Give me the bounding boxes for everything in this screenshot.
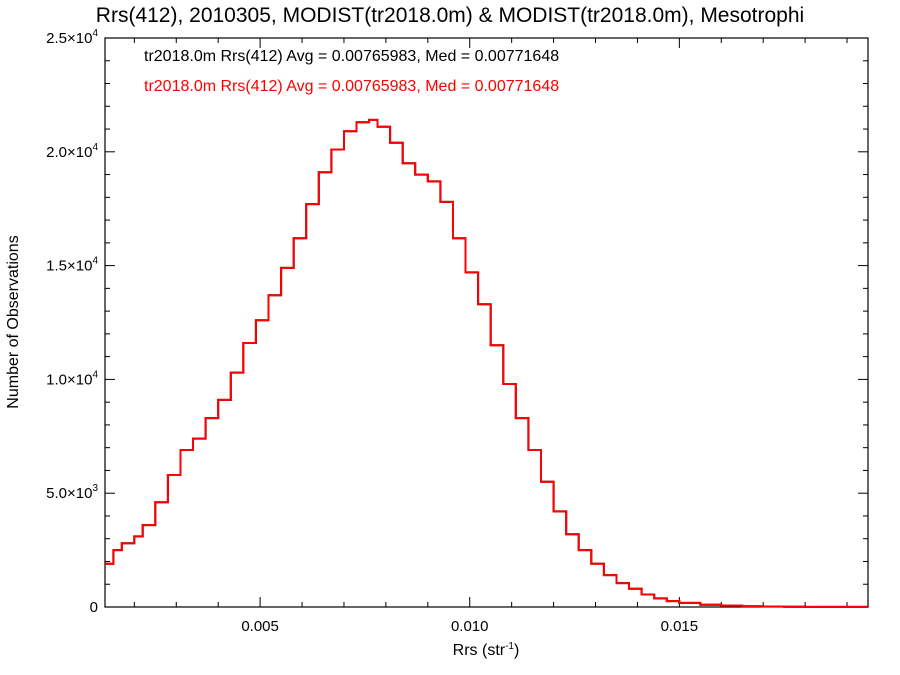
- legend-entry-red: tr2018.0m Rrs(412) Avg = 0.00765983, Med…: [144, 78, 559, 95]
- chart-title: Rrs(412), 2010305, MODIST(tr2018.0m) & M…: [96, 4, 804, 27]
- series-layer: [105, 118, 869, 608]
- y-axis-ticks: 0 5.0×103 1.0×104 1.5×104 2.0×104 2.5×104: [46, 28, 868, 616]
- series-line-red: [105, 118, 869, 608]
- y-tick-label: 1.5×104: [46, 256, 98, 275]
- y-tick-label: 5.0×103: [46, 483, 98, 502]
- y-tick-label: 2.0×104: [46, 142, 98, 161]
- series-line-black: [105, 118, 869, 608]
- x-axis-label: Rrs (str-1): [453, 641, 520, 659]
- y-tick-label: 1.0×104: [46, 369, 98, 388]
- plot-frame: [104, 37, 869, 608]
- y-axis-label: Number of Observations: [5, 235, 22, 408]
- y-tick-label: 0: [90, 599, 98, 616]
- x-tick-label: 0.015: [661, 618, 699, 635]
- x-tick-label: 0.010: [451, 618, 489, 635]
- x-tick-label: 0.005: [241, 618, 279, 635]
- y-tick-label: 2.5×104: [46, 28, 98, 47]
- x-axis-ticks: 0.005 0.010 0.015: [133, 38, 848, 635]
- legend-entry-black: tr2018.0m Rrs(412) Avg = 0.00765983, Med…: [144, 48, 559, 65]
